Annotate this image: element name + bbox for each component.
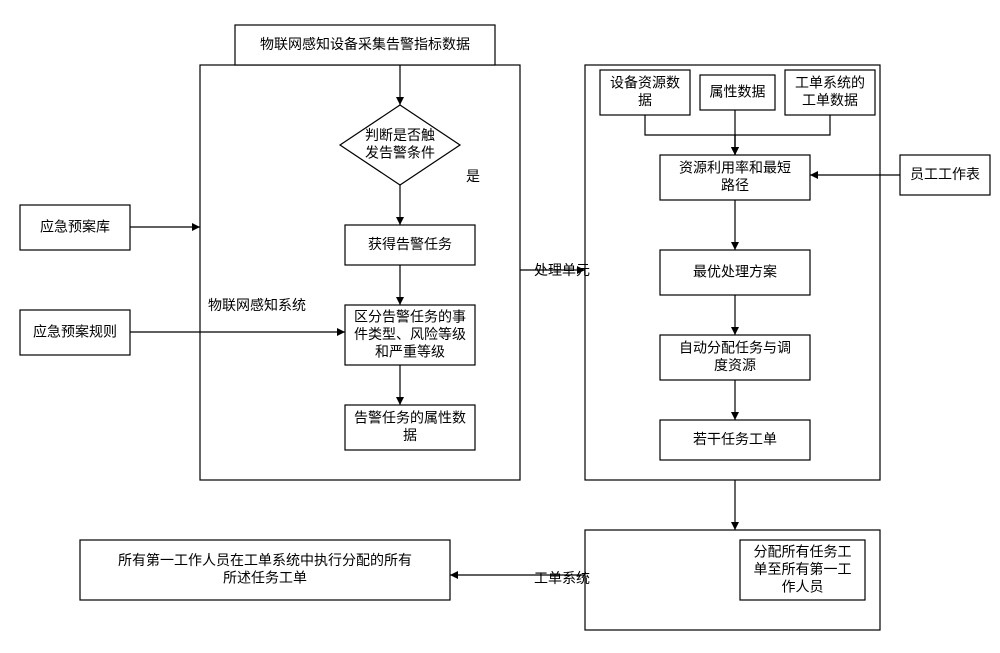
text-plan_lib: 应急预案库 bbox=[40, 218, 110, 234]
text-ticket_data: 工单系统的工单数据 bbox=[795, 75, 865, 109]
arrow-dev_res_bottom-util_path_top bbox=[645, 115, 735, 155]
text-attr_data2: 属性数据 bbox=[710, 83, 766, 99]
decision-yes-label: 是 bbox=[466, 168, 480, 184]
container-label-iot_system: 物联网感知系统 bbox=[208, 297, 306, 313]
text-plan_rule: 应急预案规则 bbox=[33, 323, 117, 339]
text-get_alarm: 获得告警任务 bbox=[368, 236, 452, 252]
text-task_tickets: 若干任务工单 bbox=[693, 431, 777, 447]
text-staff_sheet: 员工工作表 bbox=[910, 166, 980, 182]
text-decision: 判断是否触发告警条件 bbox=[365, 127, 435, 161]
arrow-ticket_data_bottom-util_path_top3 bbox=[735, 115, 830, 155]
container-label-ticket_system: 工单系统 bbox=[534, 570, 590, 586]
text-iot_collect: 物联网感知设备采集告警指标数据 bbox=[260, 36, 470, 52]
text-best_plan: 最优处理方案 bbox=[693, 263, 777, 279]
